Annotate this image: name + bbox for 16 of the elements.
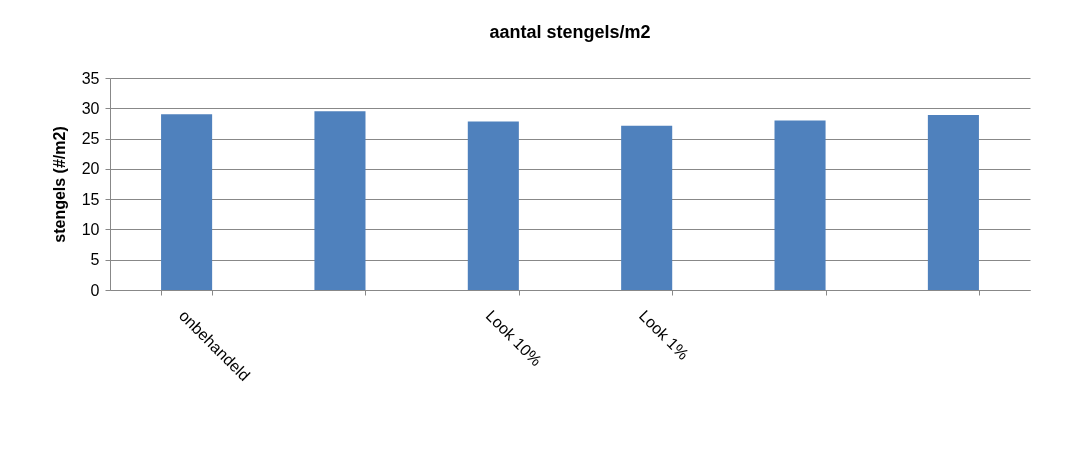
bar — [774, 120, 826, 290]
y-axis-title: stengels (#/m2) — [50, 126, 68, 243]
y-tick-label: 15 — [81, 190, 100, 208]
y-tick-label: 20 — [81, 160, 100, 178]
bar — [467, 121, 519, 290]
bar — [621, 125, 673, 290]
y-tick-label: 35 — [81, 69, 100, 87]
bar — [161, 114, 213, 290]
y-tick-label: 10 — [81, 220, 100, 238]
bar — [314, 111, 366, 290]
y-tick-label: 25 — [81, 130, 100, 148]
y-tick-label: 30 — [81, 99, 100, 117]
bar — [927, 114, 979, 290]
y-tick-label: 5 — [90, 251, 100, 269]
chart-title: aantal stengels/m2 — [489, 22, 651, 42]
y-tick-label: 0 — [90, 281, 100, 299]
